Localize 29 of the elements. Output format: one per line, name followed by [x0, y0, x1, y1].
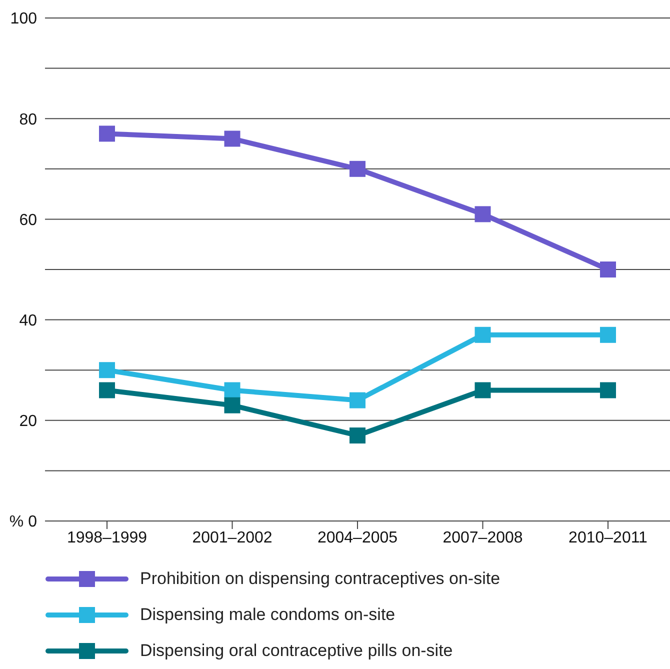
point [224, 397, 240, 414]
y-tick-label: 20 [19, 413, 38, 430]
y-tick-label: % 0 [9, 514, 38, 531]
point [350, 160, 366, 177]
x-tick-label: 2007–2008 [442, 529, 523, 546]
legend-label: Prohibition on dispensing contraceptives on-site [140, 569, 500, 589]
point [474, 206, 491, 222]
point [350, 427, 366, 444]
y-tick-label: 100 [10, 10, 38, 28]
point [600, 262, 616, 278]
point [350, 392, 366, 408]
point [224, 130, 240, 147]
point [99, 382, 115, 398]
y-tick-label: 60 [19, 212, 38, 229]
legend-label: Dispensing oral contraceptive pills on-site [140, 641, 453, 661]
point [474, 382, 491, 398]
point [224, 382, 240, 398]
y-tick-label: 40 [19, 312, 38, 330]
point [600, 326, 616, 343]
x-tick-label: 2010–2011 [568, 529, 648, 546]
x-tick-label: 1998–1999 [66, 529, 148, 546]
point [99, 362, 115, 378]
x-tick-label: 2004–2005 [317, 529, 398, 546]
point [600, 382, 616, 398]
y-tick-label: 80 [19, 111, 38, 128]
legend-label: Dispensing male condoms on-site [140, 605, 396, 625]
point [474, 326, 491, 343]
x-tick-label: 2001–2002 [192, 529, 272, 546]
point [99, 126, 115, 142]
